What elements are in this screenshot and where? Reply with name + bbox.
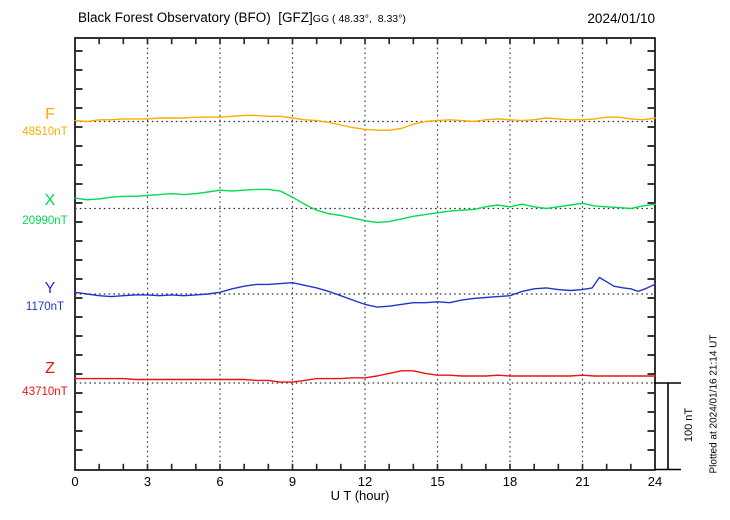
curve-Z <box>74 370 656 383</box>
observatory-title: Black Forest Observatory (BFO) [GFZ] <box>78 10 313 25</box>
curve-Y <box>74 276 656 308</box>
plotted-at-note: Plotted at 2024/01/16 21:14 UT <box>708 334 720 474</box>
series-baseline-f: 48510nT <box>22 126 68 138</box>
x-tick-label-24: 24 <box>647 474 663 489</box>
series-label-z: Z <box>45 360 55 377</box>
x-tick-label-3: 3 <box>143 474 152 489</box>
series-baseline-y: 1170nT <box>25 301 65 313</box>
curve-F <box>74 114 656 131</box>
x-tick-label-15: 15 <box>430 474 445 489</box>
series-label-x: X <box>44 192 56 209</box>
series-baseline-x: 20990nT <box>22 215 68 227</box>
station-coordinates: GG ( 48.33°, 8.33°) <box>312 13 406 25</box>
page-title: Black Forest Observatory (BFO) [GFZ] GG … <box>78 10 406 25</box>
series-label-y: Y <box>44 280 56 297</box>
series-label-f: F <box>45 106 55 123</box>
plot-date: 2024/01/10 <box>587 11 655 26</box>
x-tick-label-18: 18 <box>502 474 518 489</box>
x-tick-label-9: 9 <box>288 474 297 489</box>
scale-bar-label: 100 nT <box>683 407 695 443</box>
x-tick-label-12: 12 <box>357 474 373 489</box>
x-axis-title: U T (hour) <box>330 488 390 503</box>
x-tick-label-21: 21 <box>575 474 590 489</box>
x-tick-label-6: 6 <box>216 474 224 489</box>
curve-X <box>74 188 656 224</box>
x-tick-label-0: 0 <box>71 474 79 489</box>
series-baseline-z: 43710nT <box>22 386 68 398</box>
